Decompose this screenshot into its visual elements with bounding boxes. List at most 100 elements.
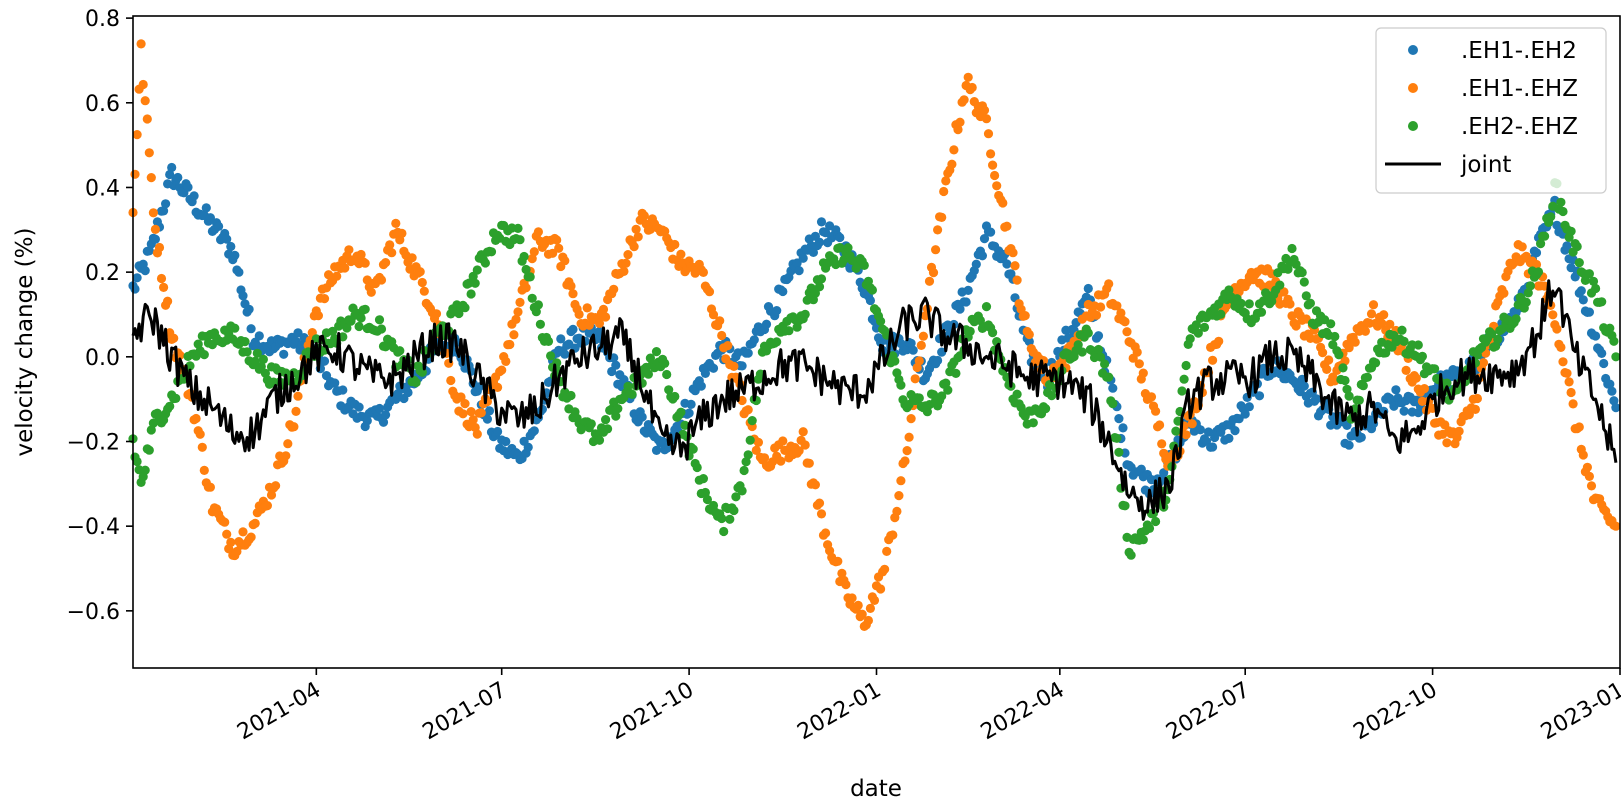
- point-eh1-eh2: [289, 422, 299, 432]
- point-eh1-eh2: [244, 304, 254, 314]
- point-eh2-ehz: [1256, 307, 1267, 317]
- point-eh1-eh2: [472, 429, 482, 439]
- point-eh2-ehz: [800, 309, 810, 319]
- point-eh2-ehz: [1338, 363, 1348, 373]
- point-eh2-ehz: [1399, 336, 1409, 346]
- point-eh1-eh2: [456, 392, 466, 402]
- point-eh1-eh2: [1138, 368, 1148, 378]
- point-eh2-ehz: [586, 419, 596, 429]
- legend-box: [1375, 27, 1607, 194]
- point-eh1-eh2: [1578, 450, 1588, 460]
- point-eh1-eh2: [1155, 420, 1165, 430]
- point-eh1-eh2: [633, 232, 643, 242]
- point-eh1-eh2: [568, 324, 578, 334]
- point-eh2-ehz: [1326, 319, 1336, 329]
- point-eh2-ehz: [328, 326, 338, 336]
- point-eh2-ehz: [1417, 351, 1427, 361]
- point-eh1-eh2: [955, 304, 965, 314]
- point-eh1-eh2: [140, 266, 150, 276]
- point-eh1-eh2: [417, 277, 427, 288]
- y-axis-label: velocity change (%): [12, 228, 38, 457]
- point-eh2-ehz: [1181, 360, 1191, 371]
- point-eh2-ehz: [480, 258, 490, 268]
- point-eh2-ehz: [1305, 298, 1315, 308]
- point-eh1-eh2: [1118, 423, 1128, 433]
- point-eh2-ehz: [664, 385, 674, 395]
- point-eh2-ehz: [146, 425, 156, 435]
- point-eh2-ehz: [360, 304, 370, 314]
- point-eh1-eh2: [279, 349, 289, 359]
- point-eh2-ehz: [1287, 243, 1297, 254]
- point-eh1-eh2: [800, 440, 810, 450]
- point-eh1-eh2: [904, 432, 914, 442]
- point-eh1-eh2: [971, 259, 981, 269]
- point-eh1-eh2: [1234, 287, 1244, 297]
- point-eh1-eh2: [959, 95, 969, 105]
- point-eh2-ehz: [1340, 375, 1350, 386]
- y-axis-ticks: −0.6 −0.4 −0.2 0.0 0.2 0.4 0.6 0.8: [67, 7, 133, 625]
- point-eh1-eh2: [344, 245, 354, 255]
- point-eh2-ehz: [460, 303, 470, 313]
- x-axis-ticks: 2021-04 2021-07 2021-10 2022-01 2022-04 2022-…: [233, 668, 1621, 745]
- point-eh1-eh2: [715, 316, 725, 326]
- point-eh2-ehz: [965, 326, 975, 336]
- point-eh2-ehz: [867, 285, 878, 295]
- point-eh1-eh2: [1134, 359, 1144, 369]
- point-eh1-eh2: [1208, 355, 1218, 365]
- point-eh1-eh2: [291, 406, 301, 416]
- point-eh1-eh2: [130, 169, 140, 179]
- point-eh1-eh2: [515, 297, 525, 307]
- point-eh1-eh2: [431, 309, 442, 319]
- point-eh1-eh2: [1356, 432, 1366, 442]
- point-eh1-eh2: [857, 609, 867, 619]
- point-eh2-ehz: [876, 316, 886, 326]
- point-eh1-eh2: [821, 528, 831, 538]
- point-eh1-eh2: [195, 429, 205, 439]
- point-eh1-eh2: [658, 436, 668, 446]
- point-eh1-eh2: [319, 356, 330, 366]
- point-eh1-eh2: [560, 349, 570, 359]
- point-eh1-eh2: [523, 442, 533, 452]
- point-eh1-eh2: [1562, 368, 1572, 378]
- point-eh1-eh2: [1399, 406, 1409, 416]
- point-eh1-eh2: [729, 361, 739, 371]
- point-eh1-eh2: [894, 491, 904, 501]
- point-eh2-ehz: [1533, 267, 1544, 277]
- point-eh2-ehz: [486, 247, 497, 257]
- point-eh1-eh2: [1224, 433, 1234, 443]
- point-eh1-eh2: [144, 148, 154, 158]
- point-eh1-eh2: [189, 191, 199, 201]
- point-eh1-eh2: [1344, 440, 1354, 450]
- point-eh2-ehz: [1566, 226, 1576, 236]
- point-eh1-eh2: [1093, 331, 1104, 341]
- point-eh1-eh2: [554, 243, 564, 253]
- point-eh1-eh2: [1607, 386, 1617, 396]
- point-eh2-ehz: [1413, 340, 1423, 350]
- point-eh1-eh2: [816, 509, 827, 519]
- point-eh1-eh2: [552, 235, 562, 245]
- point-eh1-eh2: [458, 409, 468, 419]
- point-eh1-eh2: [1203, 427, 1214, 437]
- point-eh1-eh2: [374, 403, 385, 414]
- point-eh2-ehz: [1297, 267, 1307, 278]
- point-eh1-eh2: [1562, 241, 1572, 251]
- point-eh2-ehz: [356, 313, 366, 323]
- point-eh1-eh2: [623, 250, 633, 260]
- point-eh2-ehz: [717, 513, 727, 524]
- point-eh2-ehz: [1299, 277, 1309, 287]
- point-eh1-eh2: [1368, 300, 1379, 310]
- point-eh1-eh2: [1597, 348, 1607, 358]
- point-eh1-eh2: [869, 595, 880, 606]
- point-eh1-eh2: [136, 39, 146, 49]
- point-eh1-eh2: [391, 218, 401, 228]
- point-eh1-eh2: [888, 530, 898, 540]
- point-eh1-eh2: [953, 125, 963, 135]
- point-eh1-eh2: [1419, 384, 1429, 394]
- x-tick-label: 2022-10: [1349, 678, 1441, 746]
- point-eh1-eh2: [201, 203, 211, 213]
- point-eh1-eh2: [1244, 402, 1254, 412]
- point-eh1-eh2: [1578, 295, 1588, 305]
- point-eh1-eh2: [356, 249, 366, 260]
- point-eh1-eh2: [977, 251, 988, 261]
